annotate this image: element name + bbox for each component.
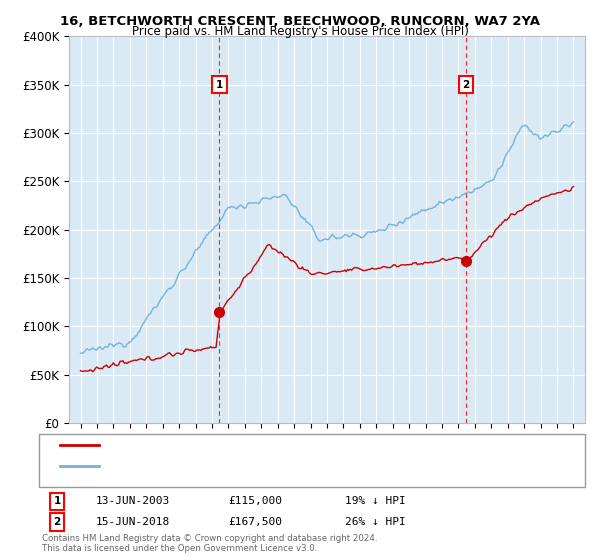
Text: 19% ↓ HPI: 19% ↓ HPI [345, 496, 406, 506]
Text: £115,000: £115,000 [228, 496, 282, 506]
Text: 1: 1 [216, 80, 223, 90]
Text: 15-JUN-2018: 15-JUN-2018 [96, 517, 170, 527]
Text: 13-JUN-2003: 13-JUN-2003 [96, 496, 170, 506]
Text: Price paid vs. HM Land Registry's House Price Index (HPI): Price paid vs. HM Land Registry's House … [131, 25, 469, 38]
Text: 26% ↓ HPI: 26% ↓ HPI [345, 517, 406, 527]
Text: 2: 2 [53, 517, 61, 527]
Text: £167,500: £167,500 [228, 517, 282, 527]
Text: 16, BETCHWORTH CRESCENT, BEECHWOOD, RUNCORN, WA7 2YA (detached house): 16, BETCHWORTH CRESCENT, BEECHWOOD, RUNC… [105, 440, 522, 450]
Text: 1: 1 [53, 496, 61, 506]
Text: 2: 2 [462, 80, 469, 90]
Text: HPI: Average price, detached house, Halton: HPI: Average price, detached house, Halt… [105, 461, 322, 471]
Text: 16, BETCHWORTH CRESCENT, BEECHWOOD, RUNCORN, WA7 2YA: 16, BETCHWORTH CRESCENT, BEECHWOOD, RUNC… [60, 15, 540, 27]
Text: Contains HM Land Registry data © Crown copyright and database right 2024.
This d: Contains HM Land Registry data © Crown c… [42, 534, 377, 553]
